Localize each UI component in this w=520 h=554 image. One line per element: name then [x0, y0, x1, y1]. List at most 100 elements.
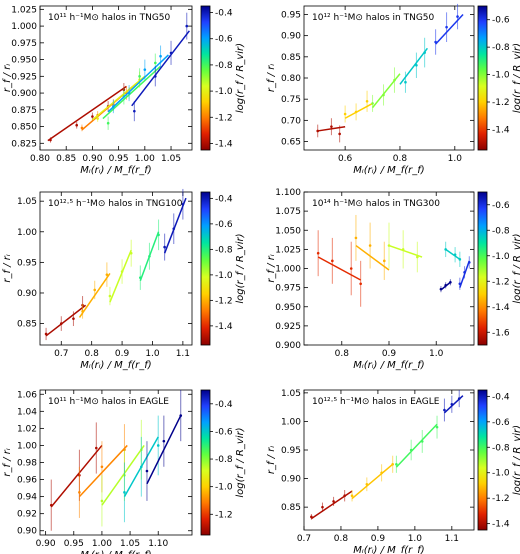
- y-tick-label: 0.975: [275, 284, 301, 294]
- fit-line: [443, 395, 464, 414]
- data-point: [75, 123, 78, 127]
- x-tick-label: 0.7: [54, 349, 68, 359]
- y-tick-label: 1.025: [11, 5, 37, 15]
- fit-line: [371, 73, 401, 109]
- fit-line: [351, 463, 394, 500]
- data-point: [100, 499, 104, 503]
- y-axis-label: r_f / rᵢ: [266, 64, 277, 92]
- series-5: [163, 188, 187, 261]
- data-point: [382, 259, 386, 263]
- y-tick-label: 1.025: [275, 245, 301, 255]
- colorbar-bar: [477, 389, 488, 531]
- x-tick-label: 0.8: [85, 349, 100, 359]
- series-4: [443, 390, 464, 422]
- data-point: [100, 465, 104, 469]
- series-5: [434, 3, 464, 55]
- colorbar-tick-label: -0.6: [492, 16, 510, 26]
- data-point: [133, 109, 136, 113]
- y-tick-label: 0.70: [281, 116, 301, 126]
- y-tick-label: 0.95: [281, 446, 301, 456]
- series-3: [387, 222, 423, 273]
- data-point: [435, 425, 439, 429]
- colorbar-tick-label: -0.6: [492, 418, 510, 428]
- fit-line: [78, 444, 128, 498]
- series-2: [354, 214, 390, 280]
- y-tick-label: 0.90: [281, 475, 301, 485]
- series-2: [78, 262, 111, 319]
- colorbar-label: log(r_f / R_vir): [235, 427, 246, 497]
- colorbar-tick-label: -1.6: [492, 328, 510, 338]
- y-tick-label: 0.925: [11, 72, 37, 82]
- x-axis-label: Mᵢ(rᵢ) / M_f(r_f): [353, 165, 424, 176]
- colorbar-tick-label: -1.4: [492, 520, 510, 530]
- x-axis-label: Mᵢ(rᵢ) / M_f(r_f): [80, 360, 151, 371]
- chart-panel-5: 0.90 0.95 1.00 1.05 1.10 0.90 0.92 0.94 0.96 0.98…: [2, 389, 246, 554]
- colorbar-tick-label: -0.6: [215, 35, 233, 45]
- chart-panel-6: 0.7 0.8 0.9 1.0 1.1 0.85 0.90 0.95 1.00 1.05 Mᵢ(rᵢ…: [266, 389, 520, 554]
- x-axis-label: Mᵢ(rᵢ) / M_f(r_f): [353, 545, 424, 554]
- x-tick-label: 1.0: [448, 154, 463, 164]
- x-tick-label: 1.00: [92, 539, 112, 549]
- colorbar: -0.4 -0.6 -0.8 -1.0 -1.2 -1.4 log(r_f / R_vir): [477, 389, 520, 531]
- y-tick-label: 1.000: [11, 22, 37, 32]
- fit-line: [45, 304, 87, 337]
- colorbar-tick-label: -0.8: [215, 455, 233, 465]
- series-2: [343, 90, 373, 123]
- data-point: [395, 462, 398, 466]
- colorbar-bar: [477, 191, 488, 346]
- series-6: [439, 279, 452, 293]
- data-point: [96, 117, 99, 120]
- x-tick-label: 0.9: [115, 349, 130, 359]
- y-tick-label: 0.98: [17, 459, 37, 469]
- y-tick-label: 0.875: [11, 106, 37, 116]
- colorbar-tick-label: -0.4: [215, 9, 233, 19]
- data-point: [145, 469, 149, 473]
- panel-annotation: 10¹¹ h⁻¹M⊙ halos in EAGLE: [48, 397, 169, 407]
- x-axis-label: Mᵢ(rᵢ) / M_f(r_f): [80, 550, 151, 554]
- plot-area: [303, 389, 475, 531]
- data-point: [138, 75, 141, 78]
- x-tick-label: 0.6: [338, 154, 353, 164]
- y-tick-label: 0.850: [11, 123, 37, 133]
- fit-line: [123, 436, 159, 497]
- x-tick-label: 1.05: [120, 539, 140, 549]
- data-point: [94, 446, 98, 450]
- fit-line: [317, 256, 362, 281]
- fit-line: [163, 197, 187, 254]
- colorbar-tick-label: -0.6: [215, 220, 233, 230]
- colorbar: -0.4 -0.6 -0.8 -1.0 -1.2 log(r_f / R_vir): [200, 389, 246, 536]
- data-point: [443, 408, 446, 412]
- fit-line: [91, 75, 146, 121]
- y-tick-label: 1.000: [275, 265, 301, 275]
- colorbar-tick-label: -1.0: [215, 271, 233, 281]
- y-axis-label: r_f / rᵢ: [2, 254, 13, 282]
- data-point: [143, 68, 147, 71]
- y-tick-label: 1.02: [17, 424, 37, 434]
- data-point: [163, 245, 166, 249]
- y-tick-label: 1.00: [281, 417, 301, 427]
- y-axis-label: r_f / rᵢ: [2, 448, 13, 476]
- data-point: [332, 500, 335, 503]
- data-point: [445, 25, 448, 29]
- fit-line: [310, 490, 353, 520]
- data-point: [159, 54, 162, 58]
- y-tick-label: 1.050: [275, 226, 301, 236]
- colorbar-tick-label: -1.4: [215, 322, 233, 332]
- y-tick-label: 0.900: [275, 341, 301, 351]
- fit-line: [146, 415, 182, 485]
- x-tick-label: 0.85: [56, 154, 76, 164]
- data-point: [78, 491, 81, 494]
- colorbar: -0.4 -0.6 -0.8 -1.0 -1.2 -1.4 log(r_f / R_vir): [200, 191, 246, 346]
- data-point: [91, 115, 94, 118]
- data-point: [156, 444, 160, 447]
- colorbar-tick-label: -1.2: [215, 510, 233, 520]
- fit-line: [399, 47, 428, 85]
- y-tick-label: 0.94: [17, 493, 37, 503]
- colorbar-bar: [477, 5, 488, 151]
- y-tick-label: 0.90: [17, 289, 37, 299]
- colorbar-bar: [200, 389, 211, 536]
- colorbar-tick-label: -1.0: [492, 71, 510, 81]
- data-point: [456, 15, 459, 18]
- x-tick-label: 0.7: [297, 534, 311, 544]
